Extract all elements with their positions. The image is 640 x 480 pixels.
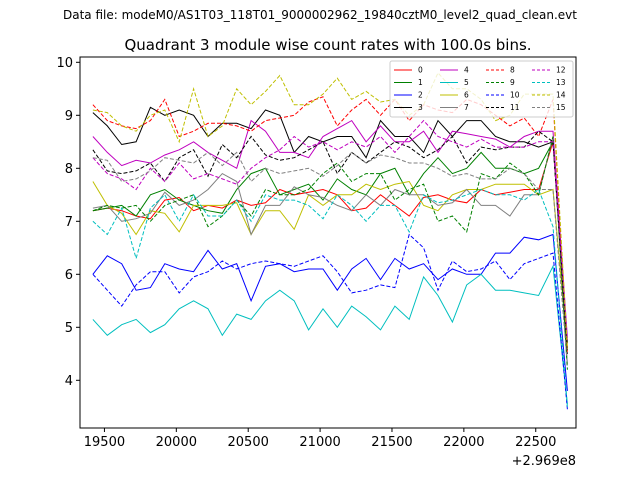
series-line-3 bbox=[92, 106, 568, 344]
legend-label-1: 1 bbox=[418, 78, 423, 87]
legend-label-12: 12 bbox=[556, 66, 566, 75]
series-line-7 bbox=[92, 136, 568, 365]
series-line-5 bbox=[92, 264, 568, 405]
series-line-12 bbox=[92, 119, 568, 344]
series-line-2 bbox=[92, 233, 568, 391]
axes-layer: 19500 20000 20500 21000 21500 22000 22500 4 5 6 7 8… bbox=[56, 56, 556, 450]
legend-label-7: 7 bbox=[464, 103, 469, 112]
x-tick-label: 20000 bbox=[156, 435, 197, 450]
x-tick-label: 22500 bbox=[515, 435, 556, 450]
y-tick-label: 8 bbox=[65, 162, 73, 177]
legend-label-0: 0 bbox=[418, 66, 423, 75]
y-tick-label: 9 bbox=[65, 109, 73, 124]
chart-title: Quadrant 3 module wise count rates with … bbox=[124, 36, 531, 54]
series-lines-layer bbox=[92, 71, 568, 410]
legend-label-4: 4 bbox=[464, 66, 469, 75]
figure-suptitle: Data file: modeM0/AS1T03_118T01_90000029… bbox=[63, 8, 577, 22]
y-tick-label: 4 bbox=[65, 374, 73, 389]
legend-label-3: 3 bbox=[418, 103, 423, 112]
legend-label-10: 10 bbox=[510, 91, 520, 100]
x-tick-label: 20500 bbox=[228, 435, 269, 450]
plot-area-frame bbox=[79, 56, 577, 429]
legend-box bbox=[389, 60, 574, 118]
legend-label-9: 9 bbox=[510, 78, 515, 87]
legend-label-5: 5 bbox=[464, 78, 469, 87]
series-line-6 bbox=[92, 180, 568, 349]
x-tick-label: 21000 bbox=[299, 435, 340, 450]
y-tick-label: 10 bbox=[56, 56, 73, 71]
series-line-13 bbox=[92, 188, 568, 407]
series-line-14 bbox=[92, 71, 568, 349]
legend-label-13: 13 bbox=[556, 78, 566, 87]
y-tick-label: 7 bbox=[65, 215, 73, 230]
x-tick-label: 19500 bbox=[84, 435, 125, 450]
series-line-1 bbox=[92, 140, 568, 344]
series-line-15 bbox=[92, 151, 568, 365]
series-line-9 bbox=[92, 136, 568, 370]
legend-label-14: 14 bbox=[556, 91, 566, 100]
series-line-4 bbox=[92, 119, 568, 338]
y-tick-label: 5 bbox=[65, 321, 73, 336]
legend-label-15: 15 bbox=[556, 103, 566, 112]
series-line-8 bbox=[92, 96, 568, 354]
y-tick-label: 6 bbox=[65, 268, 73, 283]
series-line-10 bbox=[92, 233, 568, 410]
x-tick-label: 21500 bbox=[371, 435, 412, 450]
legend-label-8: 8 bbox=[510, 66, 515, 75]
x-tick-label: 22000 bbox=[443, 435, 484, 450]
series-line-11 bbox=[92, 130, 568, 354]
legend-label-2: 2 bbox=[418, 91, 423, 100]
x-offset-label: +2.969e8 bbox=[512, 454, 576, 469]
legend-label-11: 11 bbox=[510, 103, 520, 112]
legend-label-6: 6 bbox=[464, 91, 469, 100]
